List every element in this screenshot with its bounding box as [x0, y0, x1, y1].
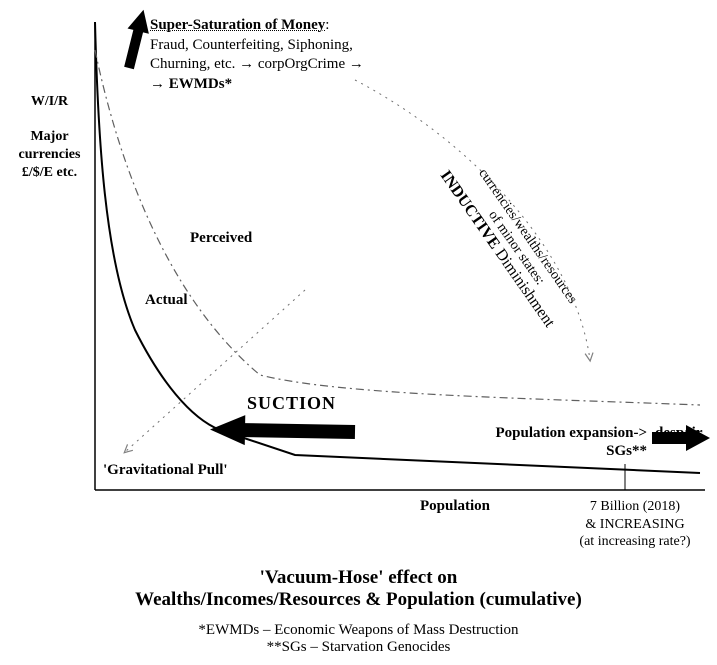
- footnotes: *EWMDs – Economic Weapons of Mass Destru…: [0, 622, 717, 656]
- suction-arrow: [210, 414, 356, 447]
- label-suction: SUCTION: [247, 393, 336, 414]
- inductive-line2: of minor states:: [485, 208, 547, 288]
- y-axis-label-major: Major currencies £/$/E etc.: [12, 128, 87, 183]
- grav-pull-line: [125, 290, 305, 452]
- inductive-text-group: INDUCTIVE Diminishment of minor states: …: [437, 150, 584, 331]
- x-axis-tick-label: 7 Billion (2018) & INCREASING (at increa…: [560, 498, 710, 551]
- label-despair: despair: [655, 424, 703, 442]
- curve-perceived: [95, 50, 700, 405]
- label-pop-expansion: Population expansion-> SGs**: [432, 424, 647, 460]
- inductive-arc: [355, 80, 590, 360]
- diagram-title: 'Vacuum-Hose' effect on Wealths/Incomes/…: [0, 567, 717, 611]
- inductive-line1: INDUCTIVE Diminishment: [437, 168, 559, 331]
- plot-svg: INDUCTIVE Diminishment of minor states: …: [0, 0, 717, 665]
- super-sat-arrow: [118, 7, 154, 71]
- y-axis-label-wir: W/I/R: [12, 93, 87, 111]
- x-axis-label: Population: [420, 498, 490, 515]
- label-actual: Actual: [145, 292, 188, 309]
- label-perceived: Perceived: [190, 230, 252, 247]
- super-sat-block: Super-Saturation of Money: Fraud, Counte…: [150, 16, 460, 94]
- inductive-line3: currencies/wealths/resources: [475, 166, 580, 306]
- diagram-root: { "canvas": { "width": 717, "height": 66…: [0, 0, 717, 665]
- label-grav-pull: 'Gravitational Pull': [103, 462, 228, 479]
